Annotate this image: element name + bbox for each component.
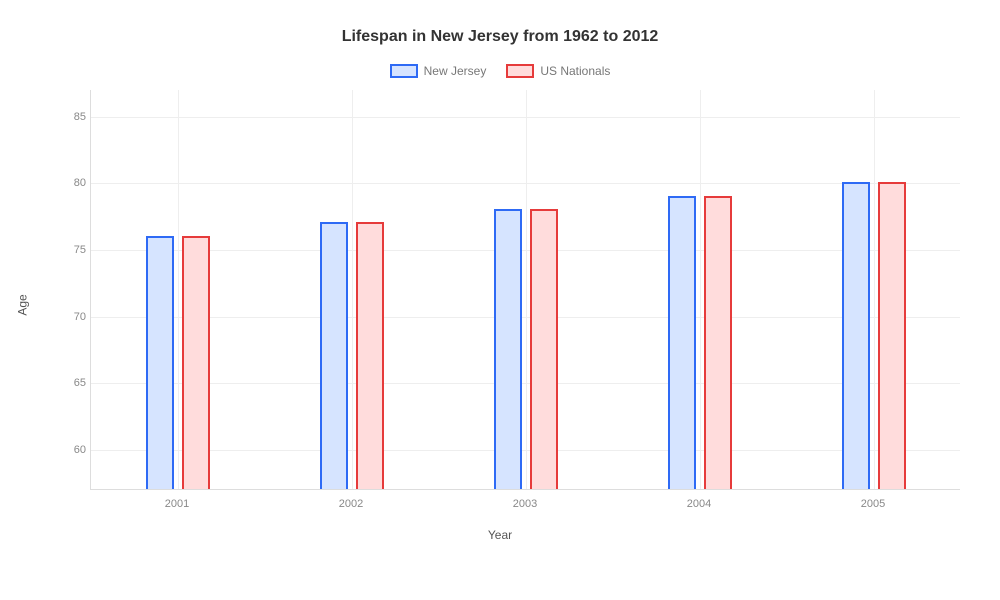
gridline-vertical bbox=[352, 90, 353, 489]
y-tick-label: 85 bbox=[56, 111, 86, 123]
gridline-vertical bbox=[526, 90, 527, 489]
y-axis-label: Age bbox=[16, 294, 30, 315]
legend-swatch-us-nationals bbox=[506, 64, 534, 78]
plot-wrap: Age 606570758085 20012002200320042005 Ye… bbox=[40, 90, 960, 520]
x-tick-label: 2004 bbox=[687, 498, 711, 510]
bar bbox=[842, 182, 870, 489]
x-tick-label: 2002 bbox=[339, 498, 363, 510]
bar bbox=[356, 222, 384, 489]
x-axis-label: Year bbox=[40, 528, 960, 542]
x-tick-label: 2001 bbox=[165, 498, 189, 510]
bar bbox=[668, 196, 696, 489]
x-tick-label: 2005 bbox=[861, 498, 885, 510]
chart-title: Lifespan in New Jersey from 1962 to 2012 bbox=[40, 28, 960, 46]
y-tick-label: 60 bbox=[56, 444, 86, 456]
legend-label-new-jersey: New Jersey bbox=[424, 64, 487, 78]
gridline-vertical bbox=[700, 90, 701, 489]
bar bbox=[494, 209, 522, 489]
gridline-vertical bbox=[178, 90, 179, 489]
y-tick-label: 80 bbox=[56, 177, 86, 189]
legend-item-us-nationals: US Nationals bbox=[506, 64, 610, 78]
legend-swatch-new-jersey bbox=[390, 64, 418, 78]
bar bbox=[146, 236, 174, 489]
y-tick-label: 65 bbox=[56, 377, 86, 389]
y-tick-label: 70 bbox=[56, 311, 86, 323]
y-tick-label: 75 bbox=[56, 244, 86, 256]
legend-label-us-nationals: US Nationals bbox=[540, 64, 610, 78]
chart-container: Lifespan in New Jersey from 1962 to 2012… bbox=[0, 0, 1000, 600]
bar bbox=[704, 196, 732, 489]
plot-area bbox=[90, 90, 960, 490]
legend: New Jersey US Nationals bbox=[40, 64, 960, 78]
x-tick-label: 2003 bbox=[513, 498, 537, 510]
bar bbox=[320, 222, 348, 489]
bar bbox=[878, 182, 906, 489]
bar bbox=[182, 236, 210, 489]
bar bbox=[530, 209, 558, 489]
gridline-vertical bbox=[874, 90, 875, 489]
legend-item-new-jersey: New Jersey bbox=[390, 64, 487, 78]
